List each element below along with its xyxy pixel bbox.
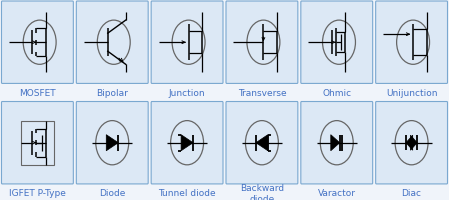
FancyBboxPatch shape xyxy=(76,2,148,84)
Polygon shape xyxy=(406,136,413,151)
Text: Backward
diode: Backward diode xyxy=(240,183,284,200)
FancyBboxPatch shape xyxy=(76,102,148,184)
FancyBboxPatch shape xyxy=(376,102,448,184)
FancyBboxPatch shape xyxy=(151,2,223,84)
Text: Bipolar: Bipolar xyxy=(97,88,128,97)
Text: MOSFET: MOSFET xyxy=(19,88,56,97)
Text: Diac: Diac xyxy=(401,188,422,197)
FancyBboxPatch shape xyxy=(226,102,298,184)
Bar xyxy=(21,121,54,165)
Polygon shape xyxy=(181,135,193,151)
Text: Tunnel diode: Tunnel diode xyxy=(158,188,216,197)
Polygon shape xyxy=(331,135,340,151)
FancyBboxPatch shape xyxy=(1,2,73,84)
FancyBboxPatch shape xyxy=(1,102,73,184)
Text: Unijunction: Unijunction xyxy=(386,88,437,97)
FancyBboxPatch shape xyxy=(376,2,448,84)
Text: Junction: Junction xyxy=(169,88,205,97)
Polygon shape xyxy=(256,135,268,151)
FancyBboxPatch shape xyxy=(151,102,223,184)
Text: Transverse: Transverse xyxy=(238,88,286,97)
FancyBboxPatch shape xyxy=(301,102,373,184)
FancyBboxPatch shape xyxy=(226,2,298,84)
Text: Diode: Diode xyxy=(99,188,125,197)
Text: Ohmic: Ohmic xyxy=(322,88,351,97)
Text: Varactor: Varactor xyxy=(318,188,356,197)
Polygon shape xyxy=(410,136,417,151)
FancyBboxPatch shape xyxy=(301,2,373,84)
Text: IGFET P-Type: IGFET P-Type xyxy=(9,188,66,197)
Polygon shape xyxy=(106,135,118,151)
